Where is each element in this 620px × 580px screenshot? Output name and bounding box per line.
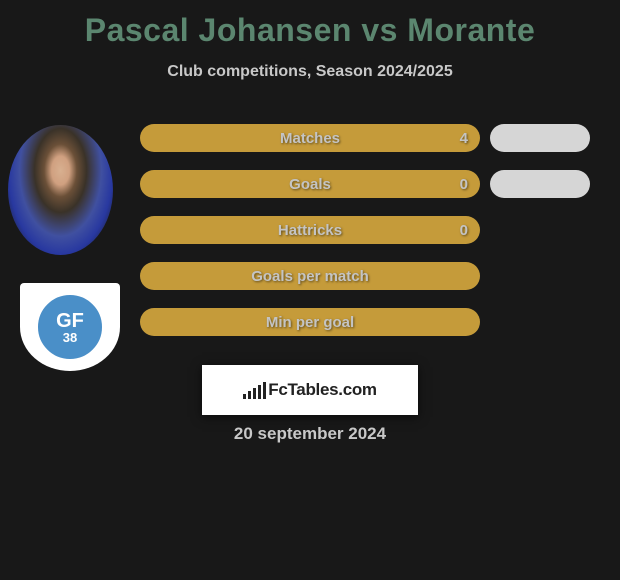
stat-bar-label: Hattricks	[278, 222, 342, 239]
stat-bar: Matches 4	[140, 124, 480, 152]
stat-bar: Min per goal	[140, 308, 480, 336]
stat-bar-label: Goals	[289, 176, 331, 193]
club-badge-letters: GF	[56, 311, 84, 331]
stat-bar: Goals per match	[140, 262, 480, 290]
player-photo	[8, 125, 113, 255]
club-badge-number: 38	[63, 331, 77, 344]
stat-bars-container: Matches 4 Goals 0 Hattricks 0 Goals per match M…	[140, 124, 480, 354]
date-text: 20 september 2024	[0, 424, 620, 444]
stat-bar-label: Min per goal	[266, 314, 354, 331]
page-title: Pascal Johansen vs Morante	[0, 0, 620, 49]
stat-bar-value: 0	[460, 176, 468, 193]
stat-bar: Goals 0	[140, 170, 480, 198]
subtitle: Club competitions, Season 2024/2025	[0, 63, 620, 81]
club-badge-inner: GF 38	[35, 292, 105, 362]
stat-bar: Hattricks 0	[140, 216, 480, 244]
stat-bar-label: Goals per match	[251, 268, 369, 285]
stat-bar-label: Matches	[280, 130, 340, 147]
stat-bar-value: 4	[460, 130, 468, 147]
club-badge: GF 38	[20, 283, 120, 371]
stat-bar-value: 0	[460, 222, 468, 239]
brand-text: FcTables.com	[268, 380, 377, 400]
brand-box: FcTables.com	[202, 365, 418, 415]
stat-ellipse	[490, 124, 590, 152]
stat-ellipse	[490, 170, 590, 198]
brand-signal-icon	[243, 382, 266, 399]
